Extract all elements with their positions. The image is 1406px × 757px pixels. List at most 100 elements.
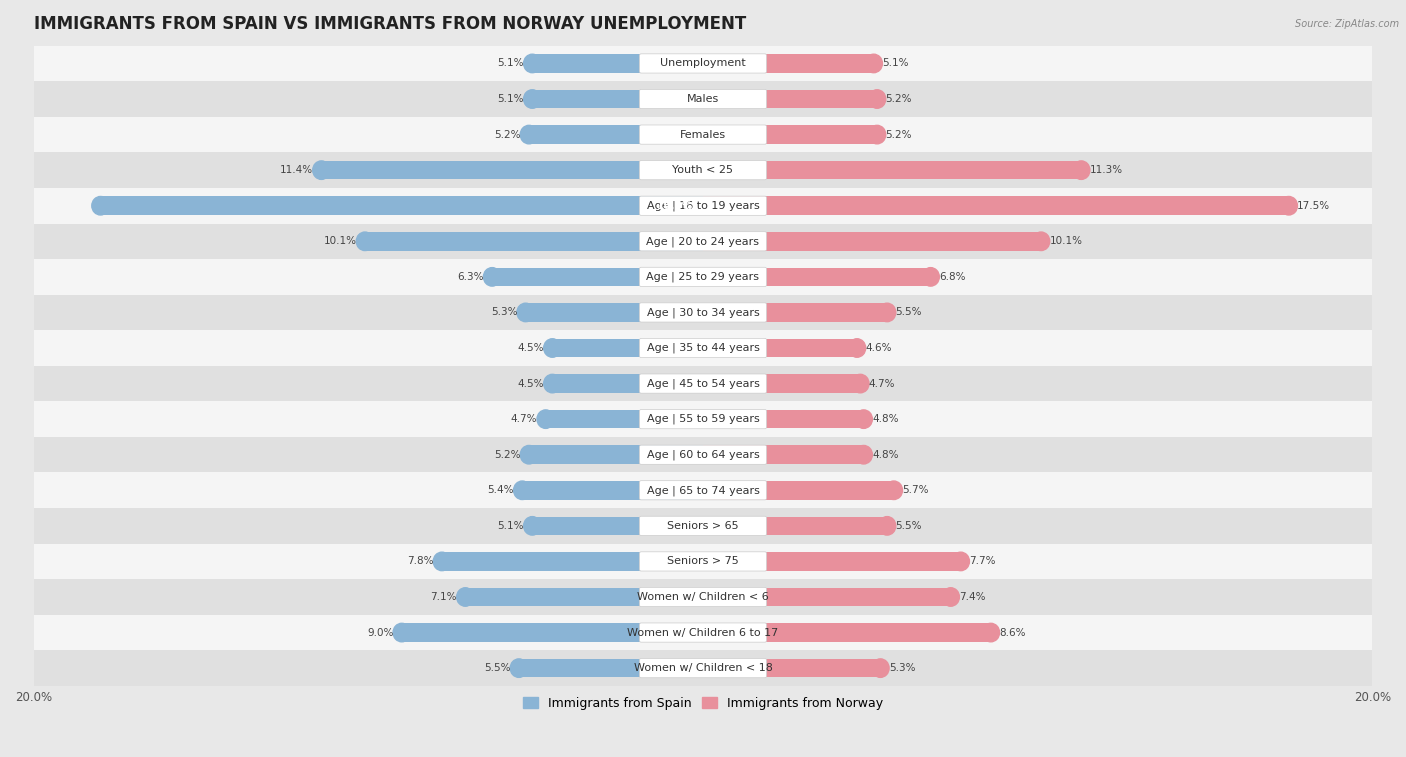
- Text: 8.6%: 8.6%: [1000, 628, 1026, 637]
- Bar: [34, 579, 1372, 615]
- Text: Seniors > 65: Seniors > 65: [668, 521, 738, 531]
- Text: 5.1%: 5.1%: [498, 521, 524, 531]
- Text: 11.3%: 11.3%: [1090, 165, 1123, 175]
- Bar: [703, 623, 991, 642]
- Circle shape: [523, 55, 541, 73]
- Circle shape: [855, 445, 872, 464]
- FancyBboxPatch shape: [640, 445, 766, 464]
- Text: Women w/ Children < 6: Women w/ Children < 6: [637, 592, 769, 602]
- Circle shape: [942, 587, 959, 606]
- FancyBboxPatch shape: [640, 587, 766, 606]
- Bar: [492, 268, 703, 286]
- Text: 4.6%: 4.6%: [865, 343, 891, 353]
- Circle shape: [952, 552, 969, 571]
- Bar: [703, 410, 863, 428]
- Bar: [34, 188, 1372, 223]
- Bar: [703, 374, 860, 393]
- Circle shape: [922, 268, 939, 286]
- Text: 4.8%: 4.8%: [872, 414, 898, 424]
- Text: 5.5%: 5.5%: [896, 307, 922, 317]
- Bar: [703, 268, 931, 286]
- Text: 5.5%: 5.5%: [484, 663, 510, 673]
- Circle shape: [544, 374, 561, 393]
- FancyBboxPatch shape: [640, 89, 766, 108]
- Bar: [322, 161, 703, 179]
- Text: 5.1%: 5.1%: [498, 94, 524, 104]
- Text: 5.5%: 5.5%: [896, 521, 922, 531]
- Circle shape: [869, 126, 886, 144]
- Bar: [522, 481, 703, 500]
- FancyBboxPatch shape: [640, 623, 766, 642]
- Bar: [703, 232, 1040, 251]
- Text: 5.3%: 5.3%: [491, 307, 517, 317]
- Bar: [100, 197, 703, 215]
- Bar: [34, 401, 1372, 437]
- Bar: [34, 472, 1372, 508]
- FancyBboxPatch shape: [640, 303, 766, 322]
- Circle shape: [886, 481, 903, 500]
- FancyBboxPatch shape: [640, 338, 766, 357]
- Bar: [34, 544, 1372, 579]
- Circle shape: [852, 374, 869, 393]
- Text: 7.1%: 7.1%: [430, 592, 457, 602]
- Bar: [533, 516, 703, 535]
- Circle shape: [523, 90, 541, 108]
- Text: Age | 20 to 24 years: Age | 20 to 24 years: [647, 236, 759, 247]
- Bar: [703, 126, 877, 144]
- FancyBboxPatch shape: [640, 374, 766, 393]
- Bar: [533, 90, 703, 108]
- Bar: [703, 161, 1081, 179]
- Circle shape: [537, 410, 554, 428]
- FancyBboxPatch shape: [640, 410, 766, 428]
- Text: Age | 35 to 44 years: Age | 35 to 44 years: [647, 343, 759, 354]
- Text: 18.0%: 18.0%: [657, 201, 693, 210]
- Text: 5.2%: 5.2%: [886, 94, 912, 104]
- FancyBboxPatch shape: [640, 54, 766, 73]
- Text: Women w/ Children < 18: Women w/ Children < 18: [634, 663, 772, 673]
- Text: 5.1%: 5.1%: [498, 58, 524, 68]
- Bar: [703, 55, 873, 73]
- Bar: [441, 552, 703, 571]
- Circle shape: [869, 90, 886, 108]
- Text: 10.1%: 10.1%: [323, 236, 357, 246]
- FancyBboxPatch shape: [640, 659, 766, 678]
- Circle shape: [879, 304, 896, 322]
- Bar: [34, 223, 1372, 259]
- Bar: [533, 55, 703, 73]
- Bar: [703, 338, 858, 357]
- Circle shape: [513, 481, 531, 500]
- Bar: [34, 152, 1372, 188]
- FancyBboxPatch shape: [640, 516, 766, 535]
- Text: Age | 30 to 34 years: Age | 30 to 34 years: [647, 307, 759, 318]
- Bar: [34, 81, 1372, 117]
- Text: 11.4%: 11.4%: [280, 165, 314, 175]
- Text: Females: Females: [681, 129, 725, 139]
- Circle shape: [520, 445, 537, 464]
- Text: Age | 60 to 64 years: Age | 60 to 64 years: [647, 450, 759, 460]
- Bar: [703, 659, 880, 678]
- Text: 5.4%: 5.4%: [488, 485, 513, 495]
- Circle shape: [484, 268, 501, 286]
- Bar: [703, 197, 1289, 215]
- Text: Age | 45 to 54 years: Age | 45 to 54 years: [647, 378, 759, 389]
- Bar: [703, 552, 960, 571]
- Text: Youth < 25: Youth < 25: [672, 165, 734, 175]
- Circle shape: [517, 304, 534, 322]
- Circle shape: [1073, 161, 1090, 179]
- Text: 4.8%: 4.8%: [872, 450, 898, 459]
- Circle shape: [848, 338, 866, 357]
- Circle shape: [510, 659, 527, 678]
- Bar: [703, 90, 877, 108]
- Text: 4.7%: 4.7%: [869, 378, 896, 388]
- Circle shape: [523, 516, 541, 535]
- Bar: [529, 445, 703, 464]
- Text: Age | 65 to 74 years: Age | 65 to 74 years: [647, 485, 759, 496]
- Text: Women w/ Children 6 to 17: Women w/ Children 6 to 17: [627, 628, 779, 637]
- Bar: [34, 330, 1372, 366]
- Bar: [703, 304, 887, 322]
- Bar: [526, 304, 703, 322]
- Circle shape: [1279, 197, 1298, 215]
- Text: Source: ZipAtlas.com: Source: ZipAtlas.com: [1295, 19, 1399, 29]
- Text: 10.1%: 10.1%: [1049, 236, 1083, 246]
- Bar: [703, 516, 887, 535]
